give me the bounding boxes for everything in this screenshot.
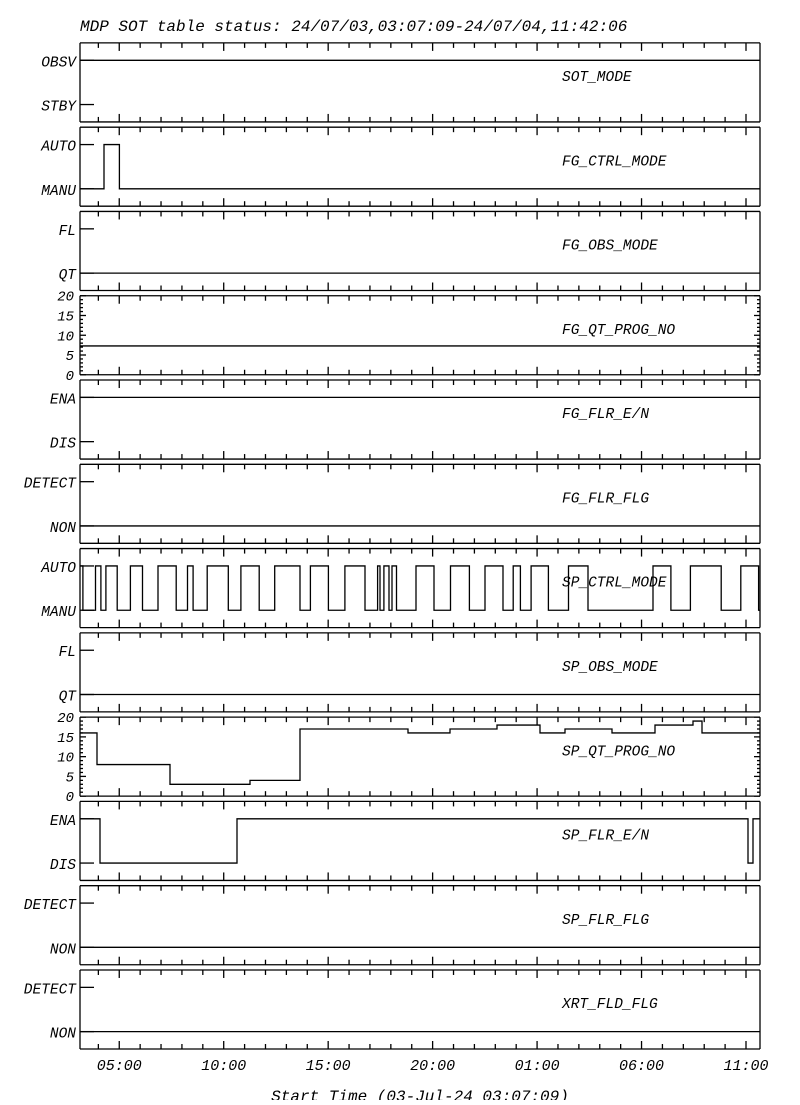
- svg-text:10: 10: [57, 329, 74, 345]
- svg-text:QT: QT: [59, 690, 78, 706]
- svg-text:DIS: DIS: [50, 437, 76, 453]
- svg-text:05:00: 05:00: [97, 1058, 142, 1075]
- svg-text:FG_QT_PROG_NO: FG_QT_PROG_NO: [562, 323, 675, 339]
- svg-text:FL: FL: [59, 645, 76, 661]
- svg-text:AUTO: AUTO: [40, 140, 76, 156]
- svg-text:11:00: 11:00: [723, 1058, 768, 1075]
- svg-text:0: 0: [66, 369, 74, 385]
- svg-text:SOT_MODE: SOT_MODE: [562, 70, 632, 86]
- svg-text:20: 20: [57, 711, 74, 727]
- svg-text:NON: NON: [50, 521, 76, 537]
- svg-text:SP_OBS_MODE: SP_OBS_MODE: [562, 660, 658, 676]
- svg-text:SP_FLR_FLG: SP_FLR_FLG: [562, 913, 649, 929]
- svg-text:DETECT: DETECT: [24, 477, 78, 493]
- svg-text:NON: NON: [50, 942, 76, 958]
- svg-text:10:00: 10:00: [201, 1058, 246, 1075]
- svg-text:06:00: 06:00: [619, 1058, 664, 1075]
- svg-text:5: 5: [66, 349, 75, 365]
- svg-text:FL: FL: [59, 224, 76, 240]
- svg-text:MDP SOT table status: 24/07/03: MDP SOT table status: 24/07/03,03:07:09-…: [80, 18, 628, 36]
- svg-text:0: 0: [66, 790, 74, 806]
- svg-text:DIS: DIS: [50, 858, 76, 874]
- svg-text:10: 10: [57, 751, 74, 767]
- svg-text:NON: NON: [50, 1027, 76, 1043]
- svg-text:20: 20: [57, 290, 74, 306]
- svg-text:ENA: ENA: [50, 814, 76, 830]
- svg-text:MANU: MANU: [41, 605, 76, 621]
- svg-text:SP_QT_PROG_NO: SP_QT_PROG_NO: [562, 744, 675, 760]
- svg-text:15: 15: [57, 309, 74, 325]
- svg-text:QT: QT: [59, 268, 78, 284]
- svg-text:MANU: MANU: [41, 184, 76, 200]
- svg-text:ENA: ENA: [50, 392, 76, 408]
- svg-text:5: 5: [66, 770, 75, 786]
- svg-text:15: 15: [57, 731, 74, 747]
- svg-text:FG_CTRL_MODE: FG_CTRL_MODE: [562, 154, 667, 170]
- svg-text:20:00: 20:00: [410, 1058, 455, 1075]
- svg-text:01:00: 01:00: [515, 1058, 560, 1075]
- svg-text:FG_FLR_FLG: FG_FLR_FLG: [562, 491, 649, 507]
- svg-text:SP_FLR_E/N: SP_FLR_E/N: [562, 829, 649, 845]
- svg-text:SP_CTRL_MODE: SP_CTRL_MODE: [562, 576, 667, 592]
- svg-text:15:00: 15:00: [306, 1058, 351, 1075]
- svg-text:AUTO: AUTO: [40, 561, 76, 577]
- svg-text:STBY: STBY: [41, 100, 77, 116]
- svg-text:DETECT: DETECT: [24, 898, 78, 914]
- svg-text:FG_FLR_E/N: FG_FLR_E/N: [562, 407, 649, 423]
- svg-text:OBSV: OBSV: [41, 55, 77, 71]
- svg-text:XRT_FLD_FLG: XRT_FLD_FLG: [561, 997, 658, 1013]
- svg-text:FG_OBS_MODE: FG_OBS_MODE: [562, 239, 658, 255]
- svg-text:Start Time (03-Jul-24 03:07:09: Start Time (03-Jul-24 03:07:09): [271, 1088, 569, 1100]
- svg-text:DETECT: DETECT: [24, 982, 78, 998]
